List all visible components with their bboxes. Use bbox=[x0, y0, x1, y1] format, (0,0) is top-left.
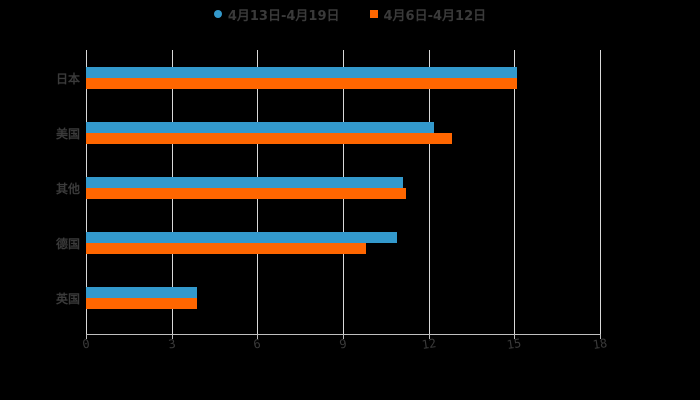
gridline bbox=[428, 50, 430, 335]
bar-series-1[interactable] bbox=[86, 177, 403, 188]
y-axis-category-label: 其他 bbox=[55, 182, 80, 196]
legend-label: 4月13日-4月19日 bbox=[227, 8, 340, 24]
y-axis-category-label: 德国 bbox=[55, 237, 80, 251]
bar-series-2[interactable] bbox=[86, 133, 452, 144]
x-axis-tick bbox=[171, 334, 173, 339]
gridline bbox=[600, 50, 601, 335]
x-axis bbox=[86, 334, 601, 335]
bar-series-2[interactable] bbox=[86, 188, 406, 199]
bar-series-1[interactable] bbox=[86, 287, 198, 298]
x-axis-tick-label: 3 bbox=[167, 336, 177, 352]
x-axis-tick-label: 18 bbox=[591, 336, 609, 352]
x-axis-tick-label: 12 bbox=[420, 336, 437, 352]
bar-series-1[interactable] bbox=[86, 232, 398, 243]
y-axis-category-label: 英国 bbox=[55, 292, 80, 306]
y-axis-category-label: 日本 bbox=[55, 72, 80, 86]
legend-label: 4月6日-4月12日 bbox=[383, 8, 487, 24]
x-axis-tick bbox=[257, 334, 259, 339]
x-axis-tick-label: 15 bbox=[506, 336, 523, 352]
x-axis-tick-label: 6 bbox=[252, 336, 262, 352]
bar-series-2[interactable] bbox=[86, 78, 518, 89]
x-axis-tick bbox=[343, 334, 344, 339]
legend-item-series-1[interactable]: 4月13日-4月19日 bbox=[213, 4, 340, 24]
x-axis-tick bbox=[86, 334, 87, 339]
gridline bbox=[514, 50, 516, 335]
bar-series-1[interactable] bbox=[86, 122, 435, 133]
bar-series-1[interactable] bbox=[86, 67, 518, 78]
bar-series-2[interactable] bbox=[86, 243, 366, 254]
legend-marker-circle-icon bbox=[213, 10, 222, 18]
x-axis-tick bbox=[600, 334, 601, 339]
x-axis-tick-label: 0 bbox=[81, 336, 91, 352]
x-axis-tick-label: 9 bbox=[338, 336, 348, 352]
y-axis-category-label: 美国 bbox=[55, 127, 80, 141]
legend: 4月13日-4月19日 4月6日-4月12日 bbox=[0, 4, 700, 24]
x-axis-tick bbox=[428, 334, 430, 339]
legend-marker-square-icon bbox=[369, 10, 378, 18]
bar-series-2[interactable] bbox=[86, 298, 198, 309]
legend-item-series-2[interactable]: 4月6日-4月12日 bbox=[369, 4, 487, 24]
x-axis-tick bbox=[514, 334, 516, 339]
